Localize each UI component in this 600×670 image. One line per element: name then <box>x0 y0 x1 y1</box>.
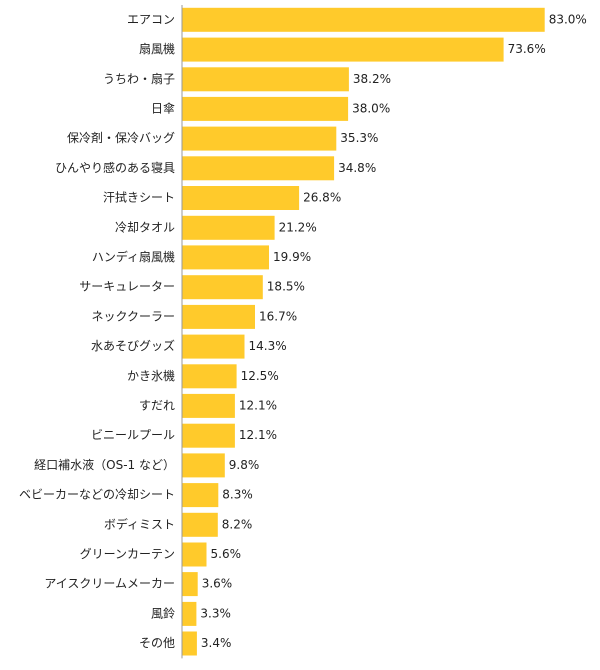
category-labels-group: エアコン扇風機うちわ・扇子日傘保冷剤・保冷バッグひんやり感のある寝具汗拭きシート… <box>19 12 175 650</box>
bar <box>182 393 235 418</box>
value-label: 18.5% <box>267 280 305 294</box>
bar <box>182 572 198 597</box>
bar <box>182 96 349 121</box>
category-label: 扇風機 <box>139 41 175 56</box>
bar <box>182 512 218 537</box>
bar <box>182 304 255 329</box>
category-label: 日傘 <box>151 101 175 115</box>
value-label: 38.2% <box>353 72 391 86</box>
category-label: 汗拭きシート <box>103 191 175 205</box>
category-label: ネッククーラー <box>91 309 175 323</box>
category-label: その他 <box>139 636 175 650</box>
category-label: 水あそびグッズ <box>91 338 175 353</box>
value-label: 26.8% <box>303 191 341 205</box>
category-label: グリーンカーテン <box>80 547 175 561</box>
value-label: 34.8% <box>338 161 376 175</box>
bar <box>182 186 300 210</box>
bar <box>182 601 197 626</box>
value-label: 19.9% <box>273 250 311 264</box>
bars-group <box>182 7 545 656</box>
value-label: 8.3% <box>222 488 253 502</box>
category-label: ビニールプール <box>91 428 175 442</box>
value-label: 83.0% <box>549 12 587 26</box>
value-labels-group: 83.0% 73.6% 38.2% 38.0% 35.3% 34.8% 26.8% 21.2%… <box>200 12 586 650</box>
bar <box>182 126 337 151</box>
bar <box>182 483 219 508</box>
category-label: エアコン <box>127 12 175 26</box>
category-label: 風鈴 <box>151 605 175 620</box>
category-label: ハンディ扇風機 <box>92 249 175 264</box>
value-label: 16.7% <box>259 309 297 323</box>
value-label: 35.3% <box>340 131 378 145</box>
category-label: かき氷機 <box>127 368 175 383</box>
bar <box>182 67 349 92</box>
value-label: 9.8% <box>229 458 259 472</box>
value-label: 8.2% <box>222 517 253 531</box>
category-label: 冷却タオル <box>115 220 175 234</box>
bar <box>182 156 335 181</box>
bar <box>182 334 245 359</box>
value-label: 12.1% <box>239 428 277 442</box>
category-label: ボディミスト <box>104 516 175 531</box>
bar <box>182 542 207 567</box>
value-label: 5.6% <box>211 547 242 561</box>
value-label: 12.5% <box>241 369 279 383</box>
bar <box>182 275 263 300</box>
bar <box>182 453 225 478</box>
bar <box>182 364 237 389</box>
value-label: 3.3% <box>200 606 231 620</box>
bar <box>182 631 197 656</box>
bar <box>182 37 504 62</box>
value-label: 73.6% <box>508 42 546 56</box>
bar <box>182 215 275 240</box>
category-label: ベビーカーなどの冷却シート <box>19 488 175 502</box>
value-label: 3.4% <box>201 636 232 650</box>
category-label: うちわ・扇子 <box>103 71 175 86</box>
category-label: すだれ <box>139 398 175 412</box>
category-label: アイスクリームメーカー <box>44 577 175 591</box>
value-label: 21.2% <box>279 220 317 234</box>
bar <box>182 7 545 32</box>
bar <box>182 245 269 270</box>
category-label: 保冷剤・保冷バッグ <box>67 130 175 145</box>
category-label: 経口補水液（OS-1 など） <box>34 457 175 472</box>
value-label: 3.6% <box>202 577 233 591</box>
category-label: サーキュレーター <box>79 280 175 294</box>
category-label: ひんやり感のある寝具 <box>55 160 175 175</box>
value-label: 12.1% <box>239 398 277 412</box>
value-label: 14.3% <box>249 339 287 353</box>
value-label: 38.0% <box>352 101 390 115</box>
bar <box>182 423 235 448</box>
